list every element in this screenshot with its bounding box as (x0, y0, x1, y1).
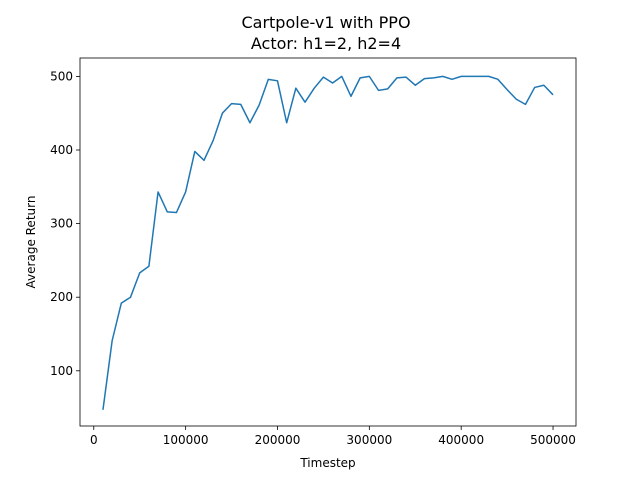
chart-subtitle: Actor: h1=2, h2=4 (251, 34, 401, 53)
y-tick-label: 200 (50, 290, 73, 304)
x-tick-label: 100000 (163, 433, 209, 447)
y-tick-label: 100 (50, 364, 73, 378)
series-line-0 (102, 75, 554, 410)
x-tick-label: 0 (90, 433, 98, 447)
x-tick-label: 300000 (346, 433, 392, 447)
plot-area: 0 100000 200000 300000 400000 500000 100 200 300… (50, 57, 577, 447)
y-tick-label: 400 (50, 143, 73, 157)
x-axis-label: Timestep (299, 456, 355, 470)
y-tick-label: 300 (50, 217, 73, 231)
y-tick-label: 500 (50, 69, 73, 83)
chart-title: Cartpole-v1 with PPO (241, 13, 410, 32)
x-tick-label: 400000 (438, 433, 484, 447)
y-axis-label: Average Return (24, 196, 38, 289)
x-tick-label: 500000 (530, 433, 576, 447)
x-tick-label: 200000 (255, 433, 301, 447)
axes-frame (79, 57, 577, 427)
